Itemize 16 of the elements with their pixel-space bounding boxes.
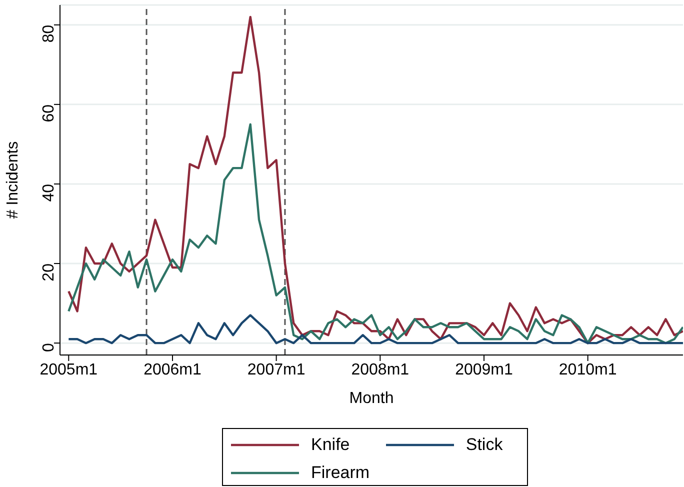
x-tick-label: 2006m1 [144,361,202,378]
x-tick-label: 2009m1 [455,361,513,378]
y-tick-label: 60 [40,104,58,122]
y-tick-label: 20 [40,263,58,282]
x-tick-label: 2007m1 [247,361,306,378]
legend-label: Firearm [311,463,370,483]
x-tick-label: 2008m1 [351,361,410,378]
y-tick-label: 40 [40,184,58,202]
x-tick-label: 2005m1 [40,361,98,378]
y-axis-title: # Incidents [4,141,22,219]
y-tick-label: 0 [40,342,58,352]
x-tick-label: 2010m1 [558,361,617,378]
legend-label: Knife [311,435,350,455]
x-axis-title: Month [349,390,394,407]
legend-label: Stick [466,435,503,455]
y-tick-label: 80 [40,24,58,43]
